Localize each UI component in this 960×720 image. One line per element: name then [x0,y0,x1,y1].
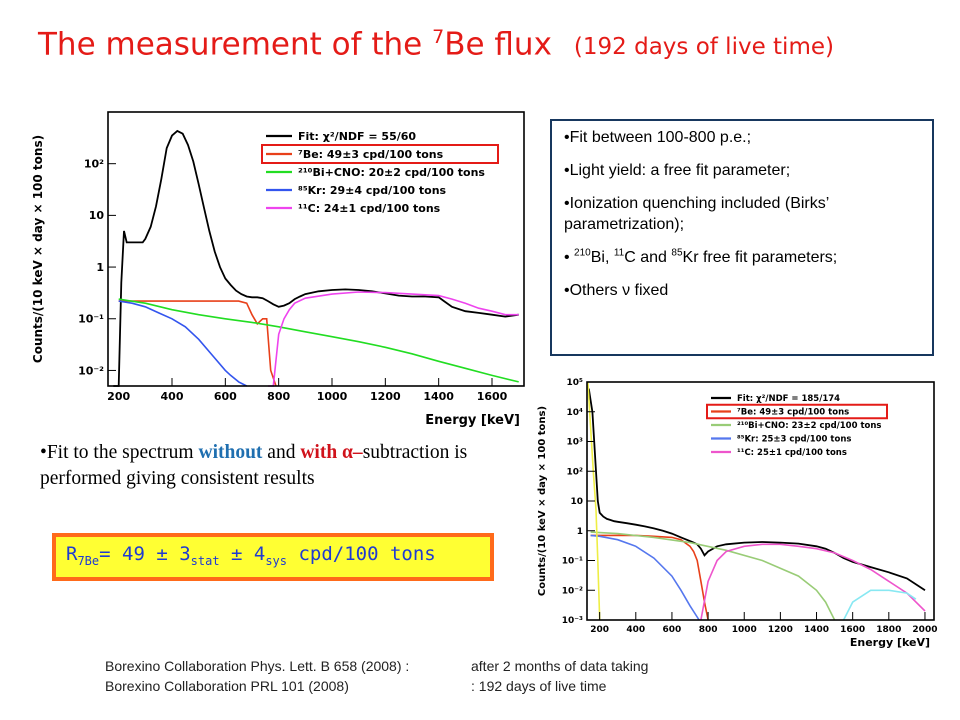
x-tick-label: 2000 [912,625,937,635]
x-tick-label: 400 [626,625,645,635]
y-tick-label: 10² [84,158,104,171]
y-tick-label: 1 [96,261,104,274]
x-tick-label: 1000 [732,625,757,635]
series-line-7 [842,589,917,621]
references: Borexino Collaboration Phys. Lett. B 658… [105,656,648,696]
x-axis-label: Energy [keV] [425,413,520,428]
fit-note-5: •Others ν fixed [564,282,669,299]
y-tick-label: 10 [570,497,583,507]
x-tick-label: 1200 [370,390,401,403]
spectrum-chart-without-alpha-subtraction: 200 400 600 800 1000 1200 1400 1600 10⁻² 10⁻¹ 1 10 1… [30,100,546,428]
y-tick-label: 10⁻¹ [78,313,104,326]
legend-entry: ⁸⁵Kr: 29±4 cpd/100 tons [298,184,447,197]
x-axis-label: Energy [keV] [850,636,930,649]
legend-entry: ⁷Be: 49±3 cpd/100 tons [737,407,849,417]
reference-1: Borexino Collaboration Phys. Lett. B 658… [105,658,649,674]
x-tick-label: 800 [267,390,290,403]
series-line-5 [700,543,926,621]
page-title: The measurement of the 7Be flux (192 days… [38,26,834,63]
y-tick-label: 10⁵ [567,378,584,388]
fit-note-3: •Ionization quenching included (Birks’ p… [564,195,829,233]
x-tick-label: 600 [214,390,237,403]
plot-frame [107,111,525,387]
y-tick-label: 1 [577,527,583,537]
legend-entry: ⁸⁵Kr: 25±3 cpd/100 tons [737,434,851,444]
highlight-box [706,403,888,420]
legend-entry: ¹¹C: 24±1 cpd/100 tons [298,202,441,215]
legend-entry: ²¹⁰Bi+CNO: 23±2 cpd/100 tons [737,421,881,431]
result-box: R7Be= 49 ± 3stat ± 4sys cpd/100 tons [52,533,494,581]
legend-entry: ¹¹C: 25±1 cpd/100 tons [737,448,847,458]
title-note: (192 days of live time) [573,34,834,61]
legend-entry: Fit: χ²/NDF = 185/174 [737,394,840,404]
y-tick-label: 10⁻² [562,586,583,596]
series-line-6 [587,381,601,621]
series-line-3 [590,531,836,621]
series-line-4 [590,534,700,621]
fit-parameters-box: •Fit between 100-800 p.e.; •Light yield:… [550,119,934,356]
x-tick-label: 1600 [840,625,865,635]
y-tick-label: 10² [567,467,584,477]
series-line-2 [590,534,709,621]
y-tick-label: 10 [89,209,105,222]
series-line-3 [118,298,519,383]
x-tick-label: 1800 [876,625,901,635]
y-axis-label: Counts/(10 keV × day × 100 tons) [537,406,548,596]
x-tick-label: 800 [699,625,718,635]
x-tick-label: 1600 [477,390,508,403]
fit-note-2: •Light yield: a free fit parameter; [564,162,791,179]
x-tick-label: 200 [590,625,609,635]
spectrum-chart-with-alpha-subtraction: 200 400 600 800 1000 1200 1400 1600 1800 2000 10⁻³… [535,372,960,650]
x-tick-label: 1400 [804,625,829,635]
series-line-1 [113,129,519,387]
x-tick-label: 600 [663,625,682,635]
reference-2: Borexino Collaboration PRL 101 (2008): 1… [105,678,607,694]
highlight-box [261,144,499,164]
y-axis-label: Counts/(10 keV × day × 100 tons) [31,135,45,363]
fit-comparison-note: •Fit to the spectrum without and with α–… [40,442,468,489]
x-tick-label: 1400 [423,390,454,403]
y-tick-label: 10⁻² [78,364,104,377]
legend-entry: Fit: χ²/NDF = 55/60 [298,130,416,143]
legend-entry: ²¹⁰Bi+CNO: 20±2 cpd/100 tons [298,166,485,179]
x-tick-label: 1000 [317,390,348,403]
fit-note-4: • 210Bi, 11C and 85Kr free fit parameter… [564,247,838,266]
legend-entry: ⁷Be: 49±3 cpd/100 tons [298,148,444,161]
x-tick-label: 1200 [768,625,793,635]
y-tick-label: 10⁴ [567,408,584,418]
y-tick-label: 10³ [567,438,584,448]
x-tick-label: 200 [107,390,130,403]
fit-note-1: •Fit between 100-800 p.e.; [564,129,752,146]
x-tick-label: 400 [161,390,184,403]
series-line-5 [268,291,519,387]
series-line-4 [118,300,248,387]
y-tick-label: 10⁻³ [562,616,583,626]
series-line-2 [118,300,277,387]
y-tick-label: 10⁻¹ [562,557,583,567]
